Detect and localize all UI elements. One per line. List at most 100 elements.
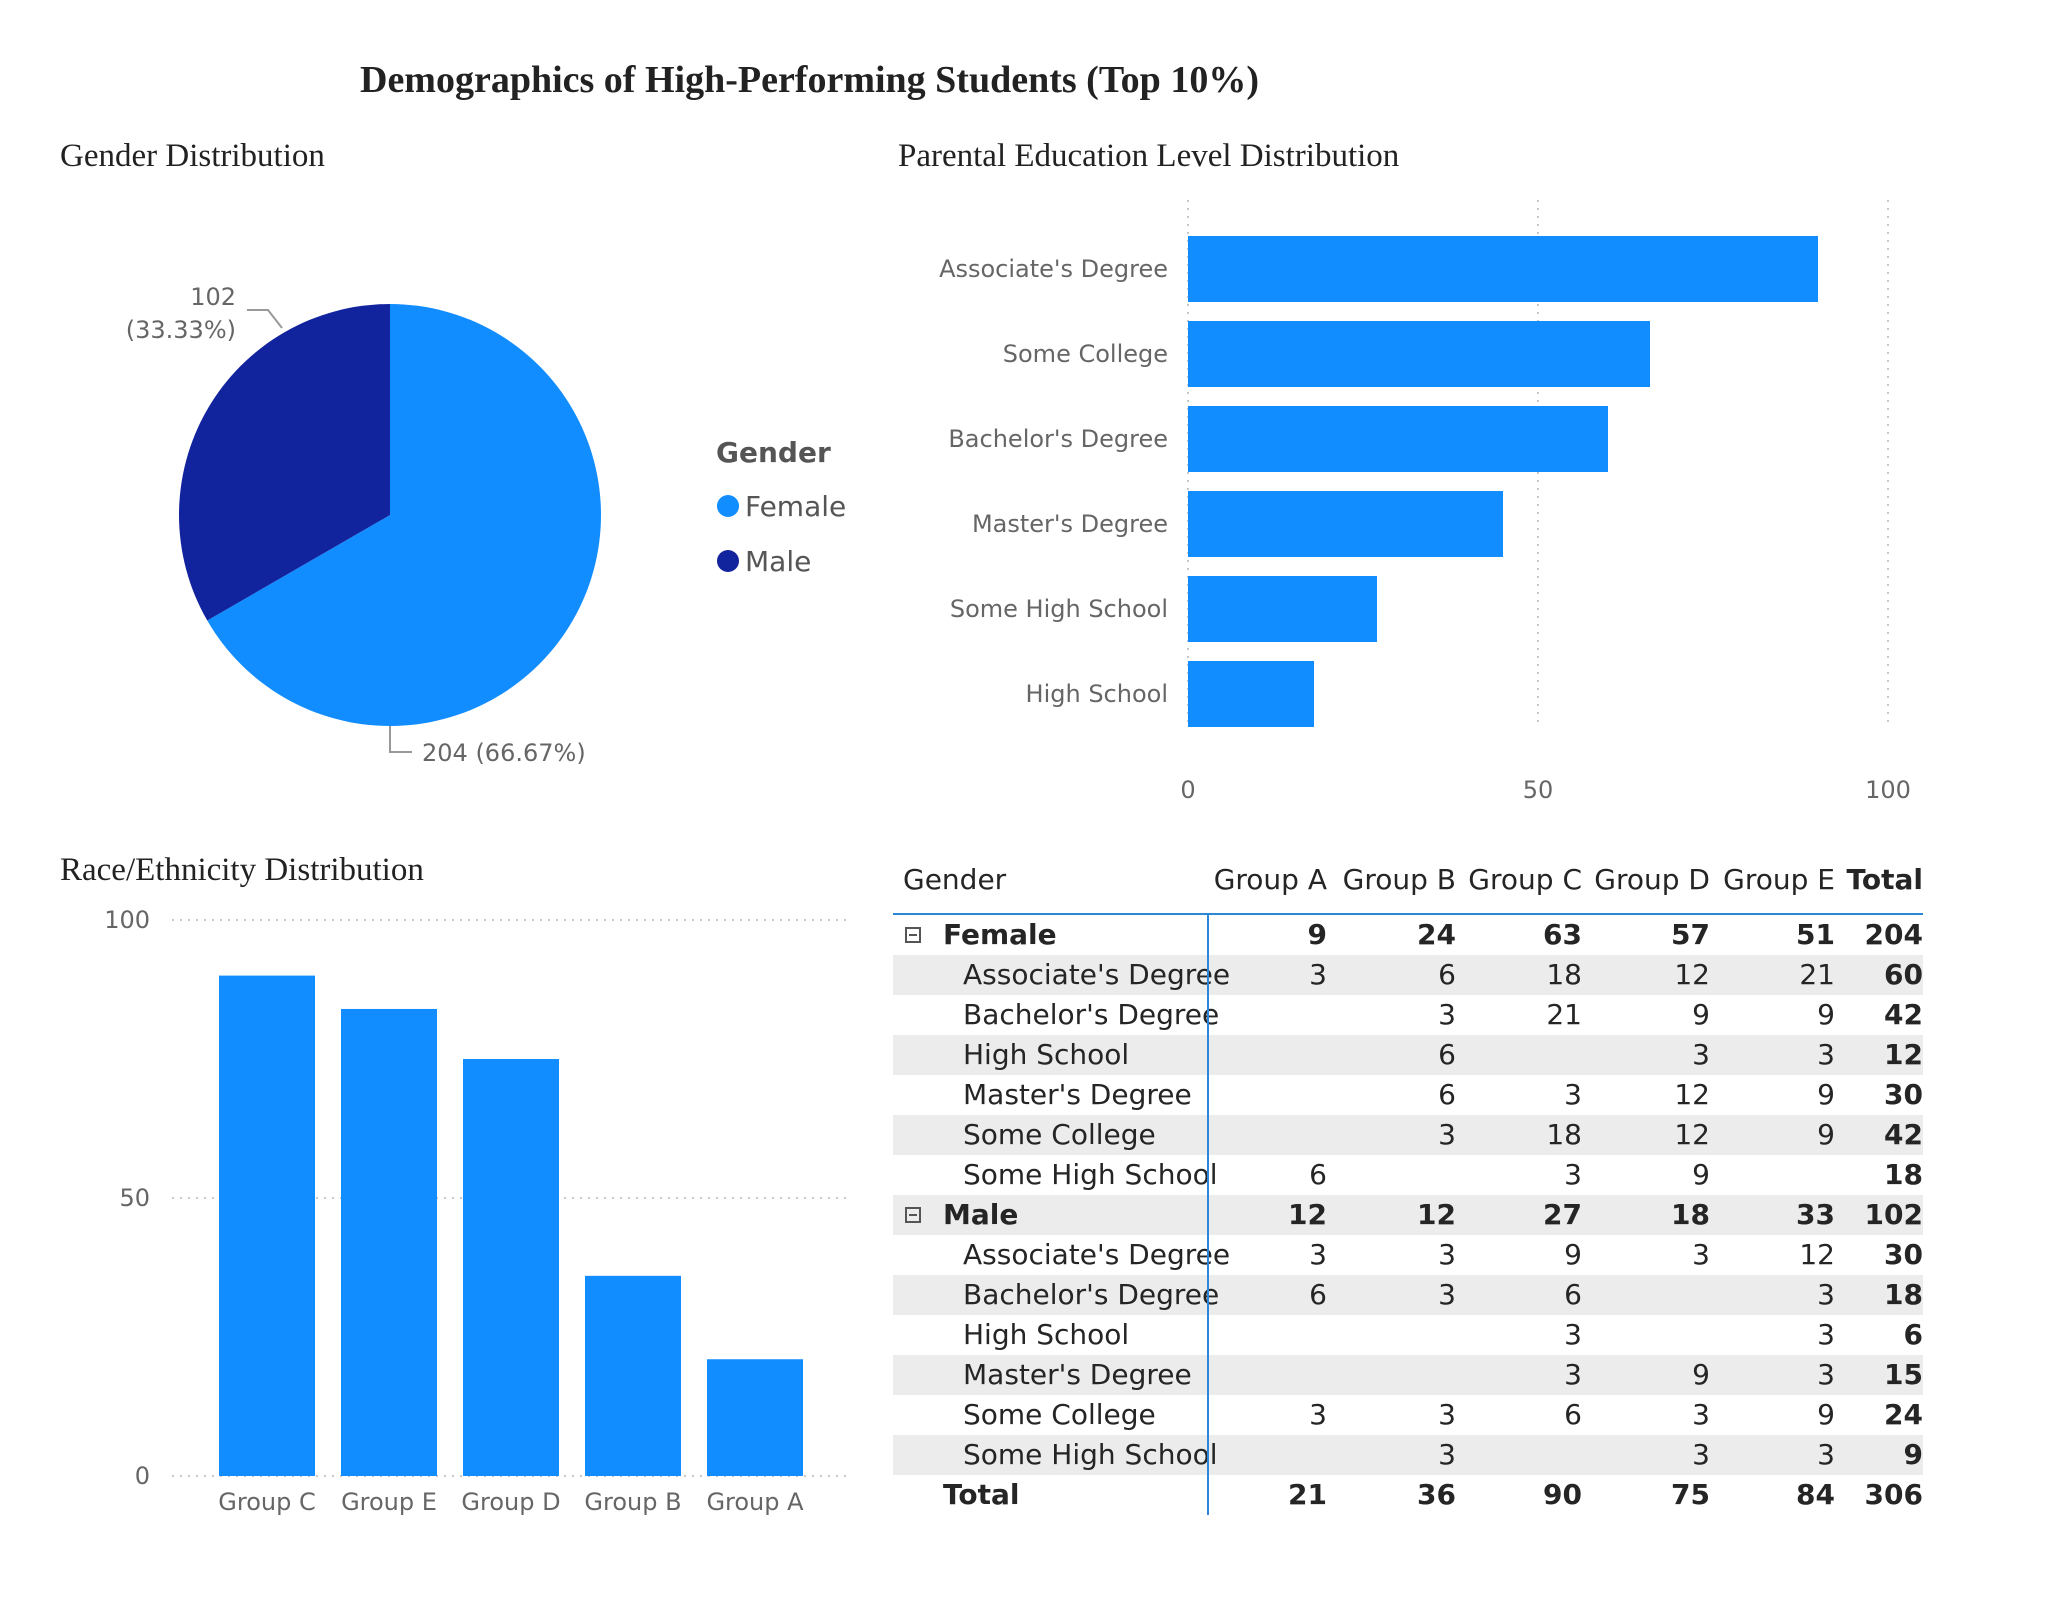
matrix-row-header-divider <box>1207 913 1209 1515</box>
cell-value: 36 <box>1417 1478 1456 1511</box>
matrix-row: Associate's Degree 3 3 9 3 12 30 <box>893 1235 1923 1275</box>
cell-value: 3 <box>1692 1238 1710 1271</box>
matrix-group-row[interactable]: Male 12 12 27 18 33 102 <box>893 1195 1923 1235</box>
cell-value: 3 <box>1564 1078 1582 1111</box>
category-label: Associate's Degree <box>939 255 1168 283</box>
cell-value: 3 <box>1817 1318 1835 1351</box>
cell-value <box>1336 1315 1456 1355</box>
gender-race-matrix-table: Gender Group A Group B Group C Group D Group … <box>893 855 1923 1515</box>
cell-value <box>1207 995 1327 1035</box>
cell-value: 9 <box>1692 1358 1710 1391</box>
legend-title: Gender <box>716 436 831 469</box>
row-label: Some High School <box>963 1158 1218 1191</box>
category-label: Bachelor's Degree <box>948 425 1168 453</box>
cell-value: 102 <box>1864 1198 1923 1231</box>
category-label: Group C <box>218 1488 315 1516</box>
row-label: Master's Degree <box>963 1358 1192 1391</box>
cell-value: 90 <box>1543 1478 1582 1511</box>
bar <box>1188 491 1503 557</box>
cell-value: 306 <box>1864 1478 1923 1511</box>
cell-value: 204 <box>1864 918 1923 951</box>
row-label: Female <box>943 918 1057 951</box>
cell-value: 18 <box>1884 1158 1923 1191</box>
cell-value: 21 <box>1288 1478 1327 1511</box>
bar <box>1188 236 1818 302</box>
cell-value: 9 <box>1307 918 1327 951</box>
matrix-row: Master's Degree 6 3 12 9 30 <box>893 1075 1923 1115</box>
legend-male-label: Male <box>745 545 811 578</box>
cell-value: 12 <box>1674 1118 1710 1151</box>
matrix-header-row: Gender Group A Group B Group C Group D Group … <box>893 855 1923 905</box>
column-header: Group E <box>1723 863 1835 896</box>
cell-value: 3 <box>1564 1318 1582 1351</box>
cell-value: 9 <box>1692 998 1710 1031</box>
cell-value: 12 <box>1884 1038 1923 1071</box>
parental-education-bar-chart: Associate's Degree Some College Bachelor's… <box>939 200 1911 800</box>
cell-value: 9 <box>1817 1078 1835 1111</box>
cell-value: 63 <box>1543 918 1582 951</box>
bar <box>1188 406 1608 472</box>
legend-female-label: Female <box>745 490 846 523</box>
cell-value: 3 <box>1438 1278 1456 1311</box>
cell-value: 18 <box>1546 1118 1582 1151</box>
matrix-header-divider <box>893 913 1923 915</box>
cell-value: 6 <box>1903 1318 1923 1351</box>
y-tick-label: 100 <box>104 906 150 934</box>
x-tick-label: 100 <box>1865 776 1911 800</box>
cell-value: 12 <box>1799 1238 1835 1271</box>
cell-value: 3 <box>1817 1358 1835 1391</box>
cell-value <box>1207 1315 1327 1355</box>
legend-male-marker <box>717 550 739 572</box>
cell-value: 3 <box>1309 1398 1327 1431</box>
cell-value: 24 <box>1884 1398 1923 1431</box>
cell-value: 3 <box>1438 998 1456 1031</box>
female-data-label: 204 (66.67%) <box>422 739 586 767</box>
collapse-icon[interactable] <box>905 1207 921 1223</box>
male-leader-line <box>247 309 283 329</box>
matrix-row: Some High School 6 3 9 18 <box>893 1155 1923 1195</box>
collapse-icon[interactable] <box>905 927 921 943</box>
matrix-row: Bachelor's Degree 3 21 9 9 42 <box>893 995 1923 1035</box>
cell-value: 6 <box>1438 1078 1456 1111</box>
column-header: Gender <box>903 863 1007 896</box>
cell-value <box>1462 1435 1582 1475</box>
cell-value: 6 <box>1309 1158 1327 1191</box>
cell-value: 30 <box>1884 1238 1923 1271</box>
matrix-group-row[interactable]: Female 9 24 63 57 51 204 <box>893 915 1923 955</box>
bar <box>1188 661 1314 727</box>
cell-value <box>1207 1355 1327 1395</box>
bar <box>219 975 315 1476</box>
y-tick-label: 0 <box>135 1462 150 1490</box>
row-label: Associate's Degree <box>963 1238 1231 1271</box>
gender-chart-title: Gender Distribution <box>60 138 325 174</box>
matrix-row: Bachelor's Degree 6 3 6 3 18 <box>893 1275 1923 1315</box>
cell-value: 6 <box>1564 1278 1582 1311</box>
female-leader-line <box>389 726 412 753</box>
cell-value: 51 <box>1796 918 1835 951</box>
cell-value: 12 <box>1288 1198 1327 1231</box>
cell-value: 30 <box>1884 1078 1923 1111</box>
cell-value: 27 <box>1543 1198 1582 1231</box>
cell-value: 75 <box>1671 1478 1710 1511</box>
cell-value: 21 <box>1546 998 1582 1031</box>
category-label: Group A <box>706 1488 804 1516</box>
cell-value: 33 <box>1796 1198 1835 1231</box>
cell-value: 12 <box>1674 1078 1710 1111</box>
cell-value: 3 <box>1564 1158 1582 1191</box>
category-label: Master's Degree <box>972 510 1168 538</box>
cell-value: 84 <box>1796 1478 1835 1511</box>
category-label: Group D <box>461 1488 560 1516</box>
race-chart-title: Race/Ethnicity Distribution <box>60 852 424 888</box>
cell-value: 3 <box>1309 958 1327 991</box>
matrix-total-row: Total 21 36 90 75 84 306 <box>893 1475 1923 1515</box>
cell-value: 12 <box>1417 1198 1456 1231</box>
page-title: Demographics of High-Performing Students… <box>360 59 1259 101</box>
column-header: Group D <box>1594 863 1710 896</box>
bar <box>1188 321 1650 387</box>
matrix-row: Some College 3 3 6 3 9 24 <box>893 1395 1923 1435</box>
male-data-label-value: 102 <box>190 283 236 311</box>
cell-value: 3 <box>1692 1438 1710 1471</box>
category-label: Some College <box>1003 340 1168 368</box>
cell-value: 18 <box>1671 1198 1710 1231</box>
race-ethnicity-bar-chart: 0 50 100 Group C Group E Group D Group B Group… <box>104 906 848 1516</box>
